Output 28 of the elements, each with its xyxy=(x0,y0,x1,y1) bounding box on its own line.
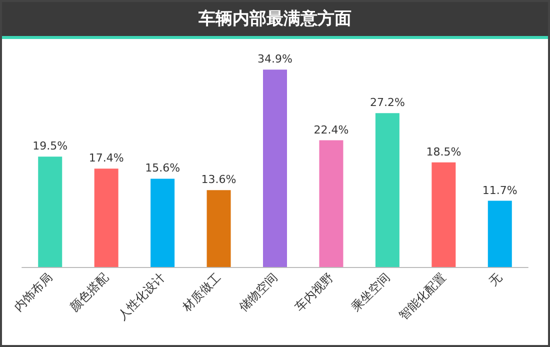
bar xyxy=(375,113,400,267)
x-tick-label: 内饰布局 xyxy=(11,270,56,314)
bar xyxy=(319,140,344,267)
x-tick-label: 颜色搭配 xyxy=(67,270,112,314)
x-tick-label: 智能化配置 xyxy=(396,270,449,322)
data-label: 13.6% xyxy=(201,173,236,186)
chart-title: 车辆内部最满意方面 xyxy=(2,2,548,39)
x-tick-label: 乘坐空间 xyxy=(348,270,392,314)
data-label: 34.9% xyxy=(258,52,292,66)
data-label: 22.4% xyxy=(314,123,349,136)
data-label: 17.4% xyxy=(88,152,124,165)
bar xyxy=(263,70,287,267)
x-tick-label: 材质做工 xyxy=(179,270,224,315)
bar xyxy=(206,190,231,267)
data-label: 19.5% xyxy=(32,140,68,153)
bar xyxy=(38,156,62,267)
bar xyxy=(432,162,456,267)
data-label: 11.7% xyxy=(482,184,518,197)
bar xyxy=(488,200,512,267)
x-tick-label: 人性化设计 xyxy=(115,270,168,322)
data-label: 18.5% xyxy=(426,145,462,158)
bar xyxy=(94,168,118,267)
bar xyxy=(150,178,175,267)
data-label: 27.2% xyxy=(370,96,405,110)
x-tick-label: 无 xyxy=(486,270,505,288)
x-tick-label: 车内视野 xyxy=(292,270,336,314)
data-label: 15.6% xyxy=(145,162,180,175)
x-tick-label: 储物空间 xyxy=(236,270,280,314)
